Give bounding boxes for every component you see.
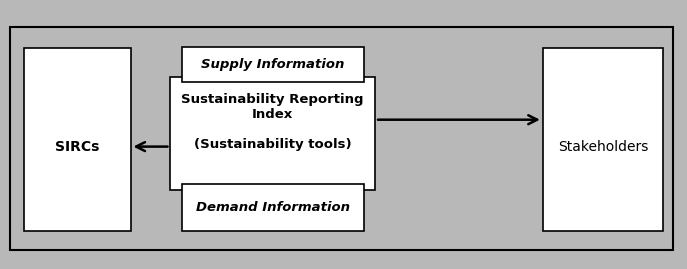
FancyBboxPatch shape — [170, 77, 375, 190]
Text: Sustainability Reporting
Index

(Sustainability tools): Sustainability Reporting Index (Sustaina… — [181, 93, 364, 151]
FancyBboxPatch shape — [24, 48, 131, 231]
Text: Supply Information: Supply Information — [201, 58, 345, 71]
Text: Stakeholders: Stakeholders — [558, 140, 648, 154]
FancyBboxPatch shape — [10, 27, 673, 250]
Text: Demand Information: Demand Information — [196, 201, 350, 214]
Text: SIRCs: SIRCs — [55, 140, 100, 154]
FancyBboxPatch shape — [182, 184, 364, 231]
FancyBboxPatch shape — [543, 48, 663, 231]
FancyBboxPatch shape — [182, 47, 364, 82]
